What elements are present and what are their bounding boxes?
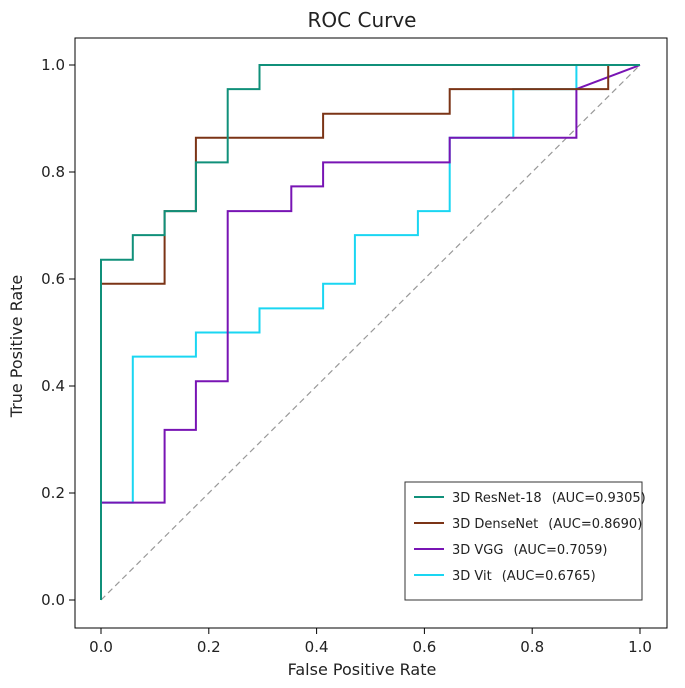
series-line-3d-resnet-18 (100, 64, 640, 600)
legend-label-3d-densenet: 3D DenseNet (452, 517, 538, 532)
x-tick-label: 0.2 (197, 638, 221, 656)
y-axis-label: True Positive Rate (7, 275, 26, 419)
legend-auc-3d-vit: (AUC=0.6765) (502, 569, 596, 584)
x-tick-label: 0.6 (412, 638, 436, 656)
x-tick-label: 1.0 (628, 638, 652, 656)
chance-diagonal-line (100, 64, 641, 601)
y-tick-label: 0.8 (41, 163, 65, 181)
y-tick-label: 0.0 (41, 591, 65, 609)
legend-label-3d-vgg: 3D VGG (452, 543, 503, 558)
series-line-3d-vgg (100, 64, 641, 600)
x-tick-label: 0.0 (89, 638, 113, 656)
chart-title: ROC Curve (308, 8, 417, 32)
series-line-3d-vit (100, 64, 640, 600)
series-layer (100, 64, 641, 601)
legend-auc-3d-densenet: (AUC=0.8690) (548, 517, 642, 532)
legend-label-3d-vit: 3D Vit (452, 569, 492, 584)
x-axis: 0.0 0.2 0.4 0.6 0.8 1.0 (89, 628, 652, 656)
y-tick-label: 0.4 (41, 377, 65, 395)
series-line-3d-densenet (100, 64, 640, 600)
x-tick-label: 0.4 (305, 638, 329, 656)
x-axis-label: False Positive Rate (288, 660, 437, 679)
x-tick-label: 0.8 (520, 638, 544, 656)
legend: 3D ResNet-18 (AUC=0.9305) 3D DenseNet (AUC=… (404, 481, 646, 601)
y-axis: 0.0 0.2 0.4 0.6 0.8 1.0 (41, 56, 75, 609)
legend-auc-3d-vgg: (AUC=0.7059) (513, 543, 607, 558)
legend-auc-3d-resnet-18: (AUC=0.9305) (552, 491, 646, 506)
plot-frame (74, 37, 668, 629)
y-tick-label: 1.0 (41, 56, 65, 74)
y-tick-label: 0.2 (41, 484, 65, 502)
legend-label-3d-resnet-18: 3D ResNet-18 (452, 491, 542, 506)
y-tick-label: 0.6 (41, 270, 65, 288)
legend-box (404, 481, 643, 601)
